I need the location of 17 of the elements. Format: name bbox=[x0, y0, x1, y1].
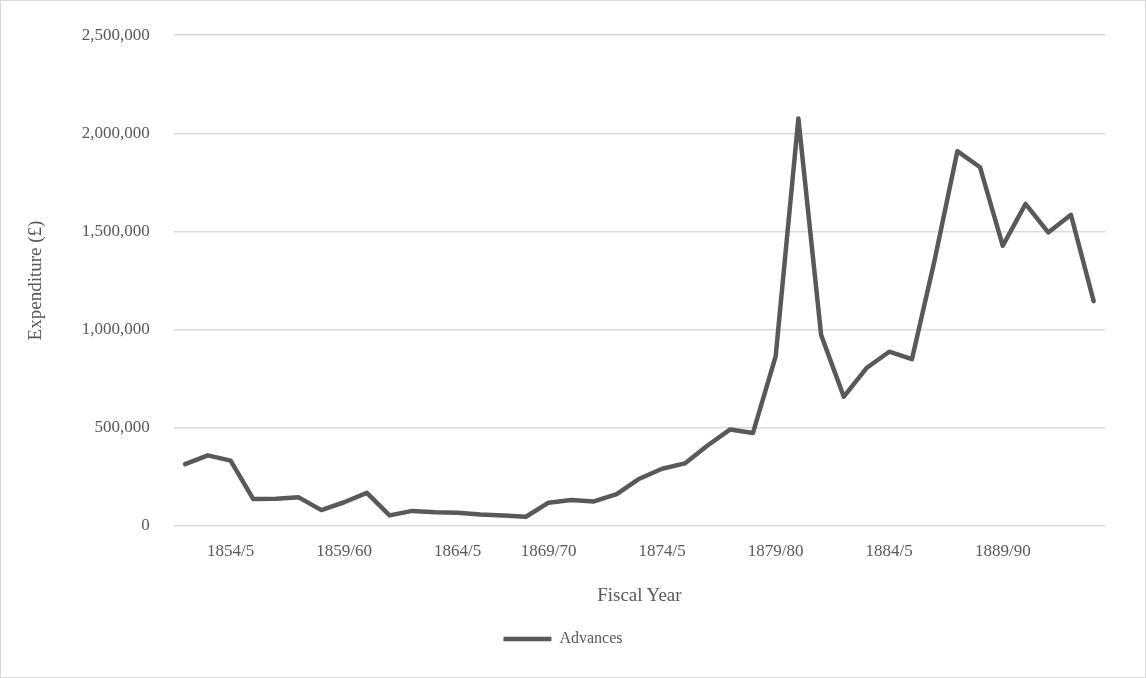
y-tick-label: 2,500,000 bbox=[81, 24, 150, 44]
y-tick-label: 0 bbox=[141, 515, 150, 535]
x-tick-label: 1859/60 bbox=[316, 541, 373, 561]
x-axis-title: Fiscal Year bbox=[597, 583, 683, 605]
x-tick-label: 1879/80 bbox=[747, 541, 804, 561]
x-tick-label: 1854/5 bbox=[206, 541, 255, 561]
x-tick-label: 1864/5 bbox=[434, 541, 482, 561]
x-tick-label: 1889/90 bbox=[974, 541, 1031, 561]
legend-label: Advances bbox=[559, 629, 623, 647]
y-axis-title: Expenditure (£) bbox=[24, 220, 47, 341]
x-tick-label: 1884/5 bbox=[865, 541, 913, 561]
y-tick-label: 500,000 bbox=[94, 417, 150, 437]
y-tick-label: 1,500,000 bbox=[81, 220, 150, 240]
x-tick-label: 1869/70 bbox=[520, 541, 577, 561]
x-tick-label: 1874/5 bbox=[638, 541, 686, 561]
y-tick-label: 2,000,000 bbox=[81, 122, 150, 142]
y-tick-label: 1,000,000 bbox=[81, 319, 150, 339]
